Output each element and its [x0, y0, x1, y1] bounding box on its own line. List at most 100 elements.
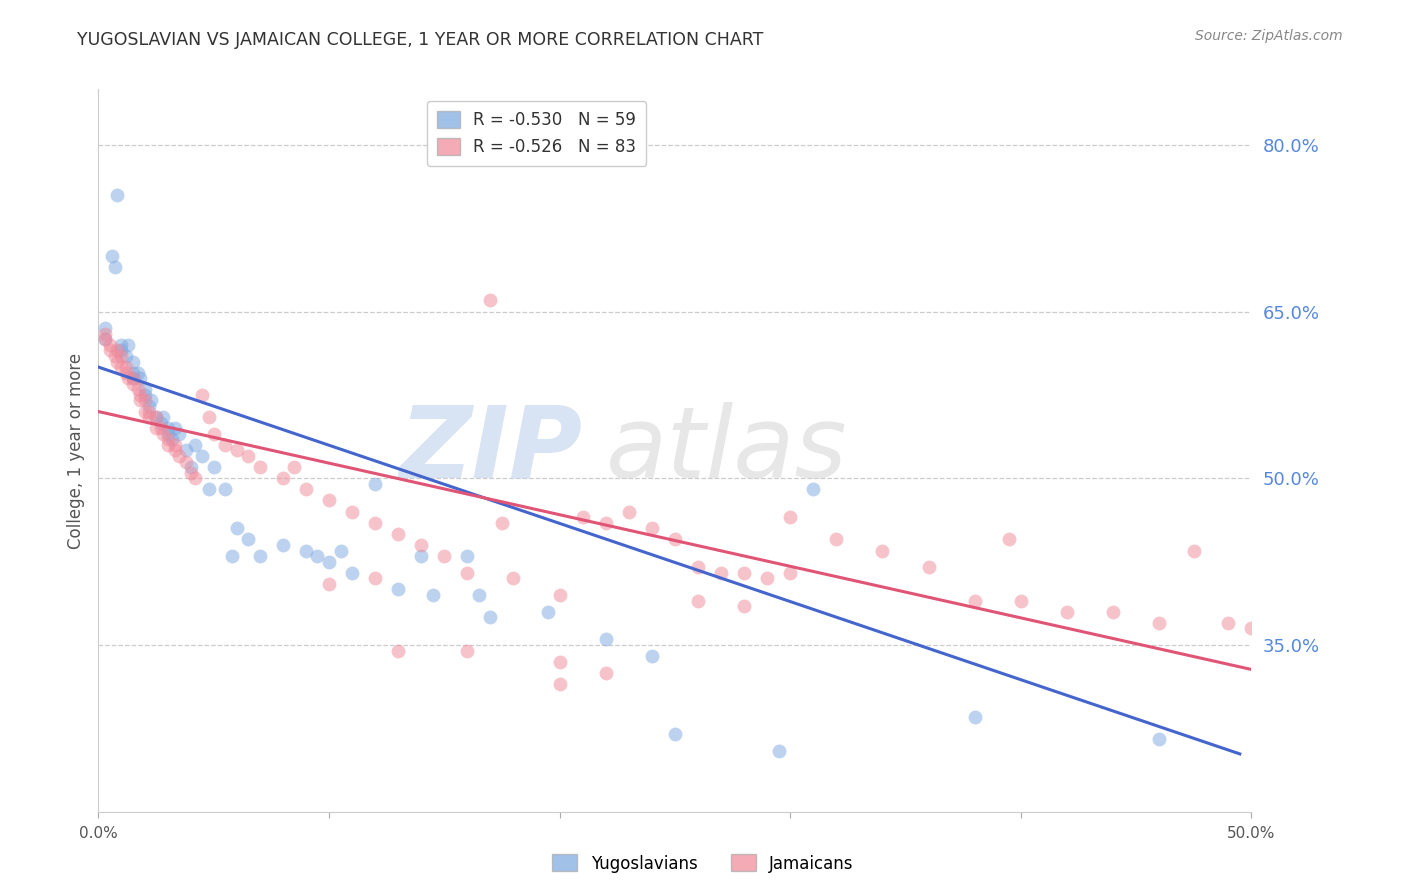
Point	[456, 566, 478, 580]
Point	[249, 549, 271, 563]
Point	[191, 449, 214, 463]
Point	[214, 483, 236, 497]
Point	[122, 366, 145, 380]
Point	[110, 360, 132, 375]
Point	[271, 471, 294, 485]
Point	[411, 538, 433, 552]
Point	[191, 388, 214, 402]
Point	[214, 438, 236, 452]
Point	[779, 510, 801, 524]
Point	[134, 404, 156, 418]
Point	[180, 460, 202, 475]
Point	[98, 343, 121, 358]
Point	[340, 505, 363, 519]
Point	[963, 710, 986, 724]
Point	[202, 460, 225, 475]
Point	[180, 466, 202, 480]
Point	[129, 393, 152, 408]
Point	[664, 727, 686, 741]
Point	[1056, 605, 1078, 619]
Point	[103, 260, 125, 274]
Point	[156, 438, 179, 452]
Point	[98, 338, 121, 352]
Point	[105, 354, 128, 368]
Point	[184, 438, 207, 452]
Point	[617, 505, 640, 519]
Point	[271, 538, 294, 552]
Y-axis label: College, 1 year or more: College, 1 year or more	[66, 352, 84, 549]
Point	[595, 632, 617, 647]
Point	[115, 360, 138, 375]
Point	[686, 593, 709, 607]
Point	[129, 388, 152, 402]
Point	[1147, 732, 1170, 747]
Point	[318, 555, 340, 569]
Point	[110, 349, 132, 363]
Point	[479, 293, 502, 308]
Point	[456, 549, 478, 563]
Point	[238, 449, 260, 463]
Point	[479, 610, 502, 624]
Point	[225, 443, 247, 458]
Point	[411, 549, 433, 563]
Point	[364, 476, 387, 491]
Point	[198, 483, 221, 497]
Point	[145, 410, 167, 425]
Point	[318, 577, 340, 591]
Point	[664, 533, 686, 547]
Point	[122, 354, 145, 368]
Point	[105, 187, 128, 202]
Point	[768, 743, 790, 757]
Point	[134, 388, 156, 402]
Point	[491, 516, 513, 530]
Point	[221, 549, 243, 563]
Point	[152, 410, 174, 425]
Point	[641, 649, 664, 664]
Point	[456, 643, 478, 657]
Point	[122, 371, 145, 385]
Legend: Yugoslavians, Jamaicans: Yugoslavians, Jamaicans	[546, 847, 860, 880]
Point	[174, 443, 197, 458]
Point	[571, 510, 593, 524]
Point	[141, 393, 163, 408]
Point	[198, 410, 221, 425]
Point	[295, 483, 318, 497]
Text: YUGOSLAVIAN VS JAMAICAN COLLEGE, 1 YEAR OR MORE CORRELATION CHART: YUGOSLAVIAN VS JAMAICAN COLLEGE, 1 YEAR …	[77, 31, 763, 49]
Point	[202, 426, 225, 441]
Point	[733, 599, 755, 613]
Point	[1218, 615, 1240, 630]
Point	[103, 349, 125, 363]
Point	[163, 438, 186, 452]
Point	[101, 249, 124, 263]
Point	[710, 566, 733, 580]
Point	[917, 560, 939, 574]
Point	[433, 549, 456, 563]
Point	[156, 433, 179, 447]
Point	[122, 376, 145, 391]
Text: Source: ZipAtlas.com: Source: ZipAtlas.com	[1195, 29, 1343, 43]
Point	[122, 371, 145, 385]
Point	[94, 321, 117, 335]
Point	[548, 677, 571, 691]
Point	[94, 332, 117, 346]
Point	[94, 326, 117, 341]
Point	[1147, 615, 1170, 630]
Point	[595, 665, 617, 680]
Point	[167, 426, 190, 441]
Point	[756, 571, 779, 585]
Point	[548, 655, 571, 669]
Point	[184, 471, 207, 485]
Point	[134, 393, 156, 408]
Point	[595, 516, 617, 530]
Point	[468, 588, 491, 602]
Point	[422, 588, 444, 602]
Point	[998, 533, 1021, 547]
Point	[117, 338, 139, 352]
Point	[537, 605, 560, 619]
Point	[1102, 605, 1125, 619]
Point	[149, 416, 172, 430]
Point	[138, 410, 160, 425]
Point	[387, 582, 409, 597]
Point	[963, 593, 986, 607]
Point	[174, 454, 197, 468]
